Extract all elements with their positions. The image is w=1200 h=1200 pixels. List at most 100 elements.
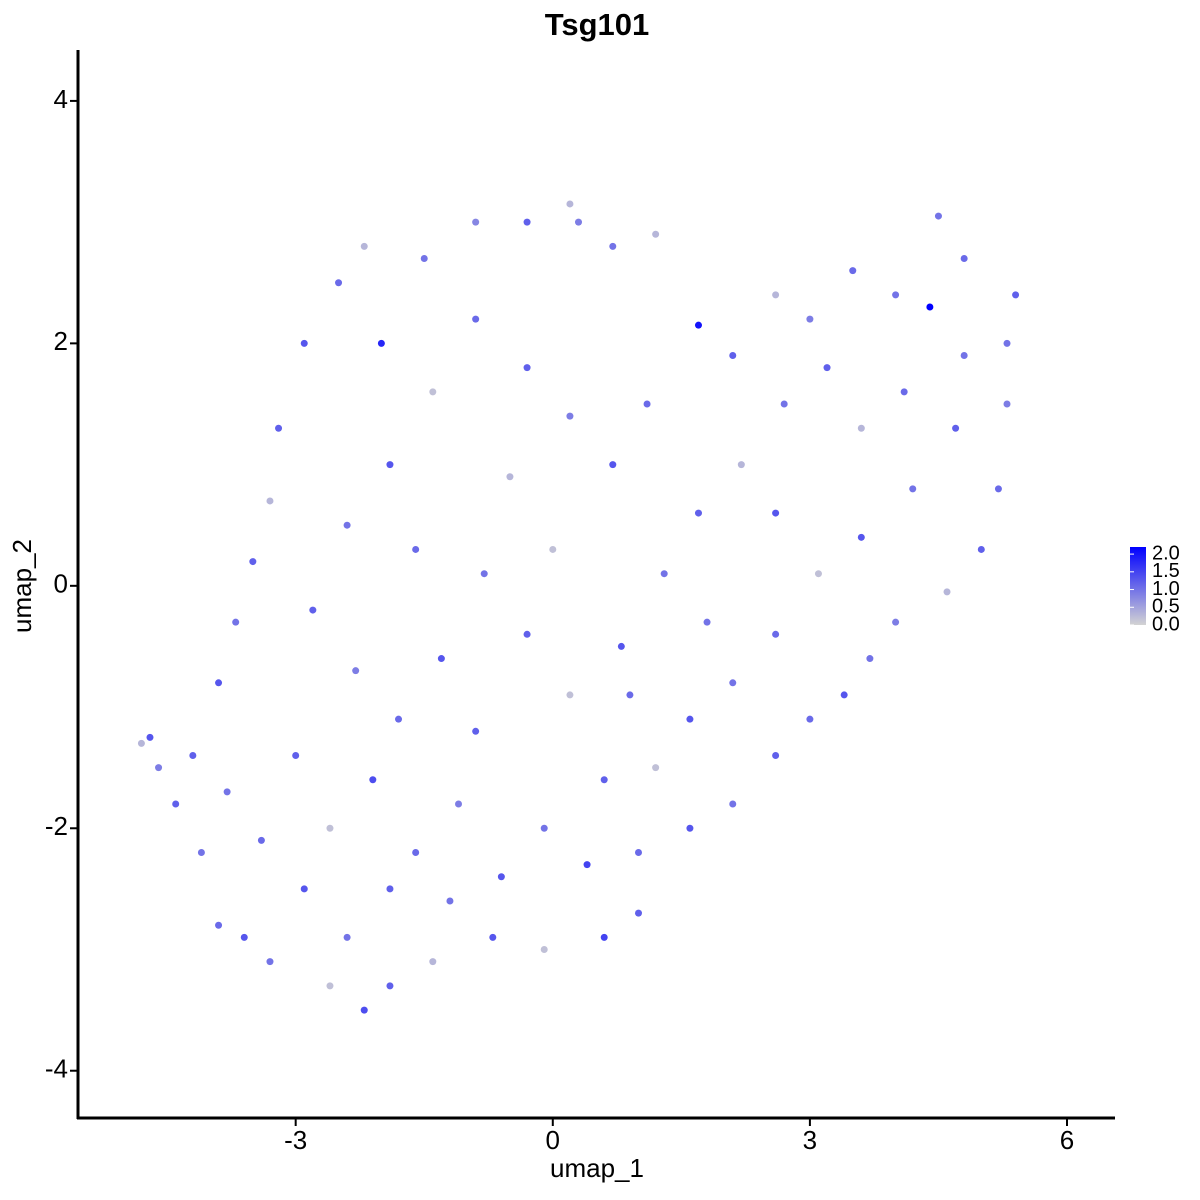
x-tick-label: 3 xyxy=(803,1125,817,1155)
point xyxy=(309,606,317,614)
point xyxy=(600,776,608,784)
point xyxy=(960,351,968,359)
point xyxy=(360,1006,368,1014)
point xyxy=(266,958,274,966)
point xyxy=(257,836,265,844)
y-tick-label: -2 xyxy=(45,811,68,841)
point xyxy=(694,321,702,329)
point xyxy=(900,388,908,396)
x-tick-label: 0 xyxy=(546,1125,560,1155)
point xyxy=(866,655,874,663)
point xyxy=(412,545,420,553)
point xyxy=(223,788,231,796)
point xyxy=(729,351,737,359)
point xyxy=(772,509,780,517)
point xyxy=(823,364,831,372)
point xyxy=(472,218,480,226)
point xyxy=(566,691,574,699)
point xyxy=(386,885,394,893)
x-axis-label: umap_1 xyxy=(550,1153,644,1183)
point xyxy=(772,630,780,638)
point xyxy=(386,461,394,469)
point xyxy=(352,667,360,675)
point xyxy=(643,400,651,408)
point xyxy=(806,715,814,723)
point xyxy=(232,618,240,626)
point xyxy=(240,933,248,941)
point xyxy=(395,715,403,723)
point xyxy=(300,885,308,893)
point xyxy=(609,242,617,250)
point xyxy=(472,315,480,323)
point xyxy=(197,849,205,857)
point xyxy=(926,303,934,311)
point xyxy=(326,824,334,832)
point xyxy=(172,800,180,808)
colorbar xyxy=(1130,547,1146,625)
point xyxy=(343,933,351,941)
point xyxy=(626,691,634,699)
colorbar-tick-label: 1.5 xyxy=(1152,560,1180,582)
point xyxy=(840,691,848,699)
point xyxy=(189,752,197,760)
x-tick-label: 6 xyxy=(1060,1125,1074,1155)
point xyxy=(617,642,625,650)
point xyxy=(934,212,942,220)
point xyxy=(540,945,548,953)
point xyxy=(729,679,737,687)
point xyxy=(437,655,445,663)
point xyxy=(977,545,985,553)
point xyxy=(857,424,865,432)
point xyxy=(652,764,660,772)
point xyxy=(909,485,917,493)
point xyxy=(549,545,557,553)
colorbar-tick-label: 2.0 xyxy=(1152,542,1180,564)
point xyxy=(412,849,420,857)
point xyxy=(566,412,574,420)
point xyxy=(772,291,780,299)
point xyxy=(480,570,488,578)
point xyxy=(729,800,737,808)
point xyxy=(275,424,283,432)
point xyxy=(609,461,617,469)
y-tick-label: 0 xyxy=(54,569,68,599)
point xyxy=(155,764,163,772)
point xyxy=(1012,291,1020,299)
point xyxy=(335,279,343,287)
point xyxy=(523,630,531,638)
point xyxy=(737,461,745,469)
point xyxy=(300,339,308,347)
point xyxy=(994,485,1002,493)
colorbar-tick-label: 0.5 xyxy=(1152,596,1180,618)
point xyxy=(772,752,780,760)
point xyxy=(455,800,463,808)
point xyxy=(583,861,591,869)
point xyxy=(137,739,145,747)
point xyxy=(497,873,505,881)
point xyxy=(857,533,865,541)
y-tick-label: 2 xyxy=(54,326,68,356)
point xyxy=(343,521,351,529)
point xyxy=(489,933,497,941)
point xyxy=(892,291,900,299)
point xyxy=(386,982,394,990)
point xyxy=(780,400,788,408)
point xyxy=(429,388,437,396)
point xyxy=(369,776,377,784)
point xyxy=(1003,400,1011,408)
point xyxy=(814,570,822,578)
y-tick-label: -4 xyxy=(45,1054,68,1084)
chart-title: Tsg101 xyxy=(545,7,650,42)
x-tick-label: -3 xyxy=(284,1125,307,1155)
point xyxy=(575,218,583,226)
point xyxy=(360,242,368,250)
point xyxy=(652,230,660,238)
point xyxy=(420,255,428,263)
point xyxy=(146,733,154,741)
point xyxy=(215,921,223,929)
point xyxy=(703,618,711,626)
point xyxy=(960,255,968,263)
point xyxy=(686,824,694,832)
point xyxy=(892,618,900,626)
